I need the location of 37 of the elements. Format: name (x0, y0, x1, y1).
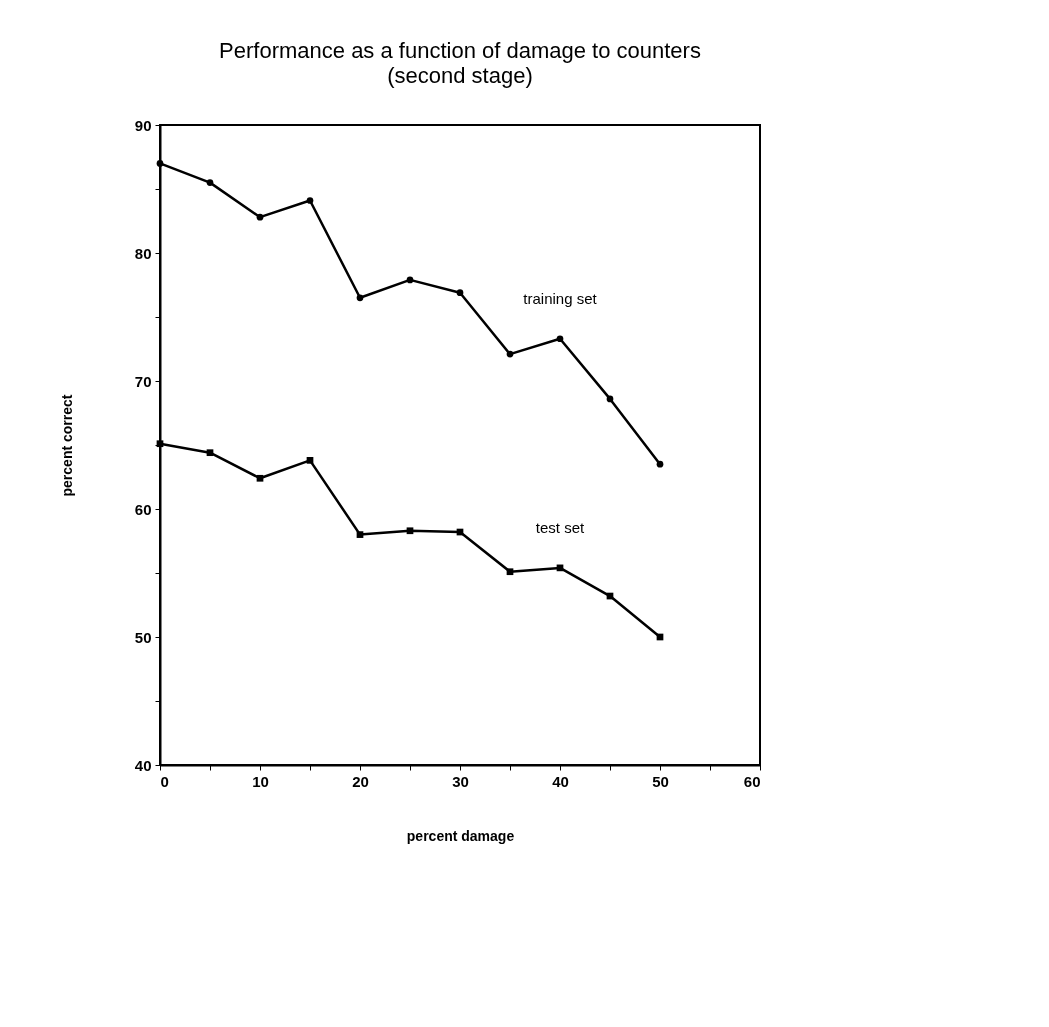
point (156, 440, 164, 448)
x-axis-title: percent damage (406, 827, 515, 844)
x-tick-label: 10 (252, 772, 269, 790)
y-tick-label: 50 (134, 628, 152, 646)
point (306, 197, 314, 204)
chart-subtitle: (second stage) (387, 63, 533, 88)
y-axis-title: percent correct (58, 394, 75, 497)
y-tick-label: 70 (134, 372, 152, 390)
point (406, 276, 414, 284)
text: training set (523, 289, 598, 307)
point (356, 294, 364, 302)
x-tick-label: 60 (743, 772, 761, 790)
x-tick-label: 30 (452, 772, 469, 790)
point (206, 179, 214, 186)
point (556, 335, 564, 343)
y-tick-label: 80 (134, 244, 152, 262)
point (506, 350, 514, 358)
point (306, 457, 314, 464)
x-tick-label: 0 (160, 772, 169, 790)
point (256, 474, 264, 482)
text: test set (535, 518, 586, 536)
point (656, 460, 664, 468)
point (406, 527, 414, 535)
point (506, 568, 514, 576)
chart-title: Performance as a function of damage to counters (219, 38, 701, 63)
x-tick-label: 20 (352, 772, 369, 790)
y-tick-label: 40 (134, 756, 152, 774)
point (156, 160, 164, 167)
y-tick-label: 90 (134, 116, 152, 134)
y-tick-label: 60 (134, 500, 152, 518)
point (356, 531, 364, 538)
point (456, 289, 464, 297)
point (606, 395, 614, 403)
point (256, 213, 264, 221)
x-tick-label: 40 (552, 772, 569, 790)
x-tick-label: 50 (652, 772, 669, 790)
point (206, 449, 214, 457)
